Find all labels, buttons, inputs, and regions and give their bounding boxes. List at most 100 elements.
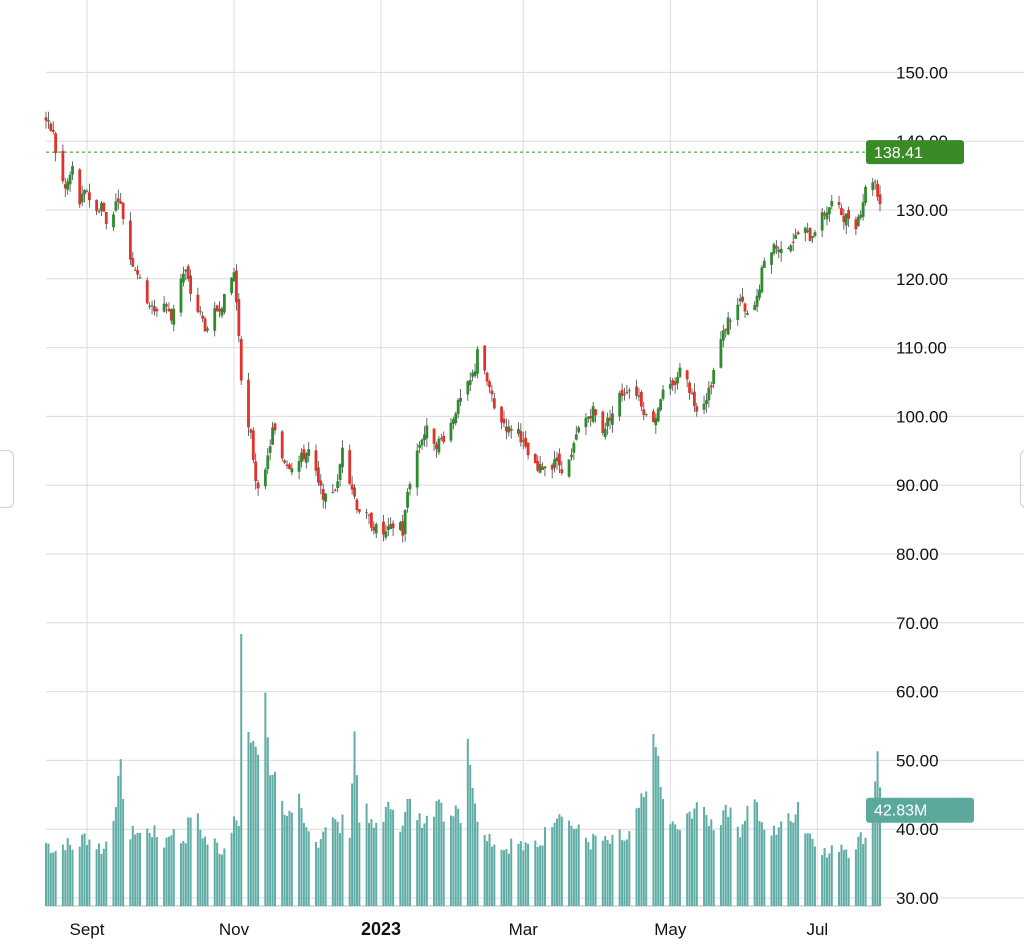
volume-bar [423,823,426,906]
volume-bar [151,837,154,906]
candle [504,418,508,440]
candle [133,266,137,271]
candle [844,213,848,235]
volume-bar [440,802,443,906]
candle [71,161,74,181]
volume-bar [469,765,472,906]
volume-bar [874,781,877,906]
volume-bar [758,821,761,906]
candle [44,111,48,129]
volume-bar [153,825,156,906]
volume-bar [476,821,479,906]
candle [382,514,385,542]
volume-bar [389,809,392,906]
volume-bar [384,806,387,906]
volume-bar [678,830,681,906]
volume-bar [358,822,361,906]
volume-bar [213,838,216,906]
candle [372,521,376,535]
volume-bar [102,848,105,906]
volume-bar [206,844,209,906]
volume-bar [840,844,843,906]
volume-bar [117,775,120,906]
candle [567,459,571,478]
candle [451,416,455,430]
candle [237,293,241,343]
candle [283,458,287,465]
volume-bar [435,801,438,906]
candle [78,168,82,208]
volume-bar [787,813,790,906]
candle [729,318,732,330]
candle [425,417,429,448]
candle [201,311,205,323]
candle [502,410,506,428]
volume-tick-label: 70.00 [896,614,939,633]
volume-bar [179,843,182,906]
date-tick-label: Jul [806,920,828,939]
left-scroll-handle[interactable] [0,450,14,508]
volume-bar [517,843,520,906]
volume-bar [216,842,219,906]
volume-bar [406,798,409,906]
volume-bar [659,786,662,906]
candle [302,444,306,462]
candle [266,448,270,475]
candle [321,483,325,509]
volume-bar [271,774,274,906]
volume-bar [777,827,780,906]
candle [690,388,694,396]
candle [198,305,202,316]
candle [753,301,757,311]
volume-bar [727,816,730,906]
candle [213,301,217,337]
volume-bar [367,823,370,906]
volume-bar [618,829,621,906]
candle [119,192,123,204]
volume-bar [433,816,436,906]
volume-bar [507,853,510,906]
price-tick-label: 150.00 [896,63,948,82]
candle [574,425,578,441]
candle [165,302,168,314]
volume-bar [553,822,556,906]
candle [179,274,183,317]
candle [162,295,166,313]
candle [550,463,554,479]
candle [466,380,470,401]
candle [825,206,829,226]
candle [606,412,610,435]
candle [367,513,371,525]
volume-bar [671,821,674,906]
candle [186,264,190,282]
volume-bar [592,833,595,906]
volume-bar [560,816,563,906]
candle [172,304,176,332]
candle [102,202,106,212]
candle [87,183,91,208]
candle [738,293,742,307]
candle [273,422,277,435]
volume-bar [235,820,238,906]
candle [456,398,460,419]
volume-bar [218,853,221,906]
candle [762,257,766,268]
candle [625,384,629,395]
volume-bar [204,836,207,906]
candle [758,284,761,301]
candle [300,448,303,468]
price-tick-label: 90.00 [896,476,939,495]
candle [791,233,795,252]
volume-bar [336,821,339,906]
volume-bar [710,819,713,906]
candle [726,311,730,336]
volume-bar [736,826,739,906]
candle [459,389,462,407]
volume-bar [348,837,351,906]
candle [128,212,132,265]
volume-bar [353,731,356,906]
candle [644,413,648,417]
volume-bar [105,841,108,906]
date-axis: Sept Nov 2023 Mar May Jul [69,919,828,939]
candle [488,379,491,393]
